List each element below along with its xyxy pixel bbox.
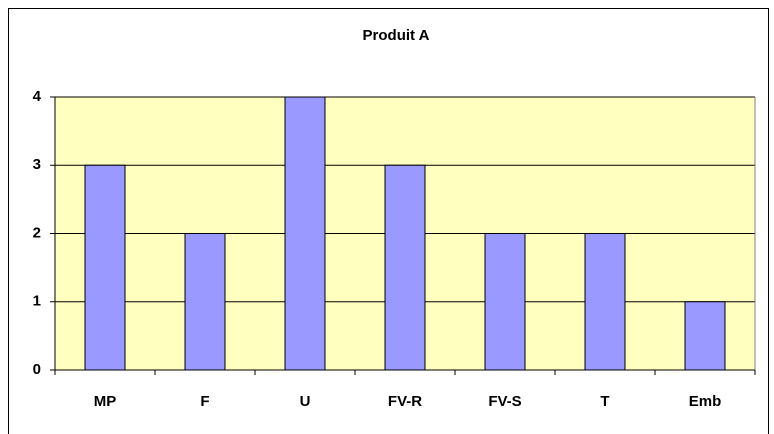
x-tick-label: U [300, 393, 311, 410]
y-tick-label: 0 [33, 361, 41, 378]
x-tick-label: FV-R [388, 393, 422, 410]
bar [584, 233, 626, 371]
bar [684, 301, 726, 371]
bar [284, 96, 326, 371]
x-tick-label: MP [94, 393, 117, 410]
chart-title: Produit A [363, 27, 430, 44]
x-tick-label: T [600, 393, 609, 410]
y-tick-label: 1 [33, 293, 41, 310]
x-tick-label: FV-S [488, 393, 521, 410]
x-tick-label: F [200, 393, 209, 410]
bar [184, 233, 226, 371]
y-tick-label: 4 [33, 88, 42, 105]
x-tick-label: Emb [689, 393, 722, 410]
bar [84, 164, 126, 371]
y-tick-label: 2 [33, 224, 41, 241]
bar [384, 164, 426, 371]
bar [484, 233, 526, 371]
y-tick-label: 3 [33, 156, 41, 173]
